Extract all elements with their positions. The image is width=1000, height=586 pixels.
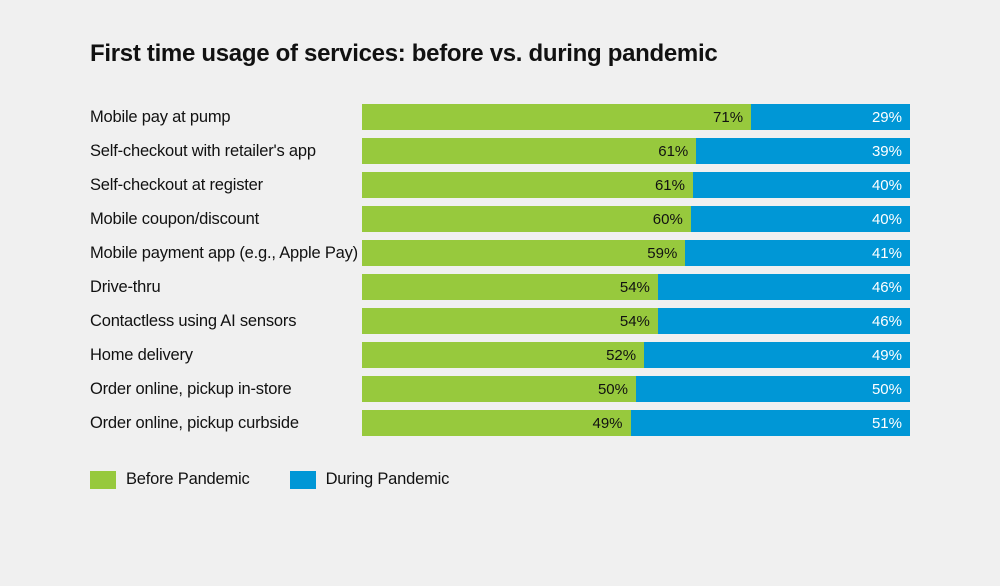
- bar-segment-during: 40%: [693, 172, 910, 198]
- bar-segment-during: 51%: [631, 410, 910, 436]
- legend-label-during: During Pandemic: [326, 470, 450, 489]
- bar-segment-before: 71%: [362, 104, 751, 130]
- bar-value-during: 39%: [872, 143, 902, 160]
- bar-segment-during: 46%: [658, 308, 910, 334]
- bar-segment-before: 50%: [362, 376, 636, 402]
- bar-value-before: 71%: [713, 109, 743, 126]
- bar-segment-before: 61%: [362, 172, 693, 198]
- bar-value-during: 49%: [872, 347, 902, 364]
- stacked-bar: 59% 41%: [362, 240, 910, 266]
- chart-row: Mobile payment app (e.g., Apple Pay) 59% 4…: [90, 236, 910, 270]
- bar-segment-during: 29%: [751, 104, 910, 130]
- chart-rows: Mobile pay at pump 71% 29% Self-checkout wi…: [90, 100, 910, 440]
- bar-value-before: 50%: [598, 381, 628, 398]
- stacked-bar: 61% 40%: [362, 172, 910, 198]
- bar-segment-before: 54%: [362, 274, 658, 300]
- chart-row: Self-checkout at register 61% 40%: [90, 168, 910, 202]
- stacked-bar: 60% 40%: [362, 206, 910, 232]
- row-label: Self-checkout at register: [90, 176, 362, 195]
- legend-label-before: Before Pandemic: [126, 470, 250, 489]
- bar-segment-during: 40%: [691, 206, 910, 232]
- chart-row: Home delivery 52% 49%: [90, 338, 910, 372]
- row-label: Contactless using AI sensors: [90, 312, 362, 331]
- row-label: Mobile pay at pump: [90, 108, 362, 127]
- bar-value-during: 41%: [872, 245, 902, 262]
- bar-value-during: 29%: [872, 109, 902, 126]
- bar-value-during: 51%: [872, 415, 902, 432]
- bar-value-during: 40%: [872, 211, 902, 228]
- chart-row: Order online, pickup curbside 49% 51%: [90, 406, 910, 440]
- stacked-bar: 71% 29%: [362, 104, 910, 130]
- stacked-bar: 49% 51%: [362, 410, 910, 436]
- row-label: Mobile coupon/discount: [90, 210, 362, 229]
- legend-swatch-before: [90, 471, 116, 489]
- row-label: Mobile payment app (e.g., Apple Pay): [90, 244, 362, 263]
- stacked-bar: 54% 46%: [362, 274, 910, 300]
- chart-row: Drive-thru 54% 46%: [90, 270, 910, 304]
- bar-segment-during: 49%: [644, 342, 910, 368]
- bar-value-during: 40%: [872, 177, 902, 194]
- chart-title: First time usage of services: before vs.…: [90, 40, 910, 68]
- bar-segment-before: 61%: [362, 138, 696, 164]
- bar-segment-before: 49%: [362, 410, 631, 436]
- chart-row: Order online, pickup in-store 50% 50%: [90, 372, 910, 406]
- bar-segment-during: 41%: [685, 240, 910, 266]
- bar-segment-before: 59%: [362, 240, 685, 266]
- bar-value-before: 60%: [653, 211, 683, 228]
- row-label: Home delivery: [90, 346, 362, 365]
- stacked-bar: 52% 49%: [362, 342, 910, 368]
- bar-segment-during: 39%: [696, 138, 910, 164]
- bar-value-during: 46%: [872, 279, 902, 296]
- legend-swatch-during: [290, 471, 316, 489]
- row-label: Order online, pickup curbside: [90, 414, 362, 433]
- bar-value-during: 46%: [872, 313, 902, 330]
- row-label: Drive-thru: [90, 278, 362, 297]
- bar-value-during: 50%: [872, 381, 902, 398]
- legend-item-during: During Pandemic: [290, 470, 450, 489]
- bar-segment-before: 54%: [362, 308, 658, 334]
- legend-item-before: Before Pandemic: [90, 470, 250, 489]
- stacked-bar: 54% 46%: [362, 308, 910, 334]
- stacked-bar: 50% 50%: [362, 376, 910, 402]
- bar-segment-during: 46%: [658, 274, 910, 300]
- chart-row: Self-checkout with retailer's app 61% 39%: [90, 134, 910, 168]
- bar-value-before: 54%: [620, 313, 650, 330]
- bar-value-before: 61%: [658, 143, 688, 160]
- row-label: Order online, pickup in-store: [90, 380, 362, 399]
- bar-segment-during: 50%: [636, 376, 910, 402]
- stacked-bar: 61% 39%: [362, 138, 910, 164]
- chart-row: Contactless using AI sensors 54% 46%: [90, 304, 910, 338]
- chart-legend: Before Pandemic During Pandemic: [90, 470, 910, 489]
- chart-row: Mobile pay at pump 71% 29%: [90, 100, 910, 134]
- bar-value-before: 54%: [620, 279, 650, 296]
- row-label: Self-checkout with retailer's app: [90, 142, 362, 161]
- bar-value-before: 61%: [655, 177, 685, 194]
- chart-container: First time usage of services: before vs.…: [0, 0, 1000, 529]
- bar-value-before: 59%: [647, 245, 677, 262]
- bar-segment-before: 60%: [362, 206, 691, 232]
- bar-value-before: 52%: [606, 347, 636, 364]
- chart-row: Mobile coupon/discount 60% 40%: [90, 202, 910, 236]
- bar-segment-before: 52%: [362, 342, 644, 368]
- bar-value-before: 49%: [592, 415, 622, 432]
